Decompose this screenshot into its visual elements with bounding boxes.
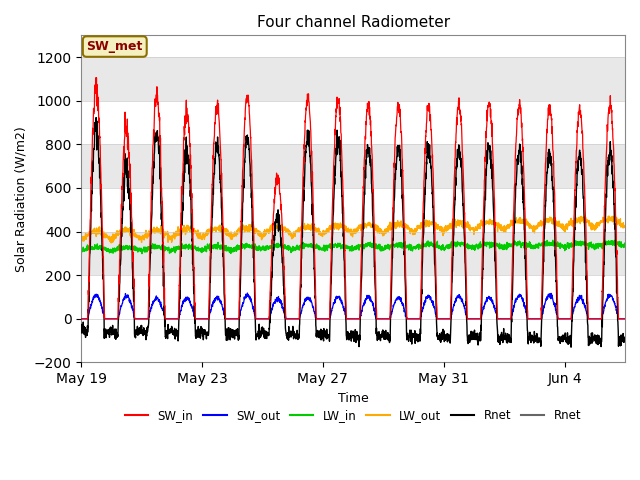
Title: Four channel Radiometer: Four channel Radiometer xyxy=(257,15,450,30)
Bar xyxy=(81,144,625,188)
Text: SW_met: SW_met xyxy=(86,40,143,53)
Legend: SW_in, SW_out, LW_in, LW_out, Rnet, Rnet: SW_in, SW_out, LW_in, LW_out, Rnet, Rnet xyxy=(120,404,586,427)
Bar xyxy=(81,57,625,101)
Y-axis label: Solar Radiation (W/m2): Solar Radiation (W/m2) xyxy=(15,126,28,272)
Bar xyxy=(81,231,625,275)
X-axis label: Time: Time xyxy=(338,392,369,405)
